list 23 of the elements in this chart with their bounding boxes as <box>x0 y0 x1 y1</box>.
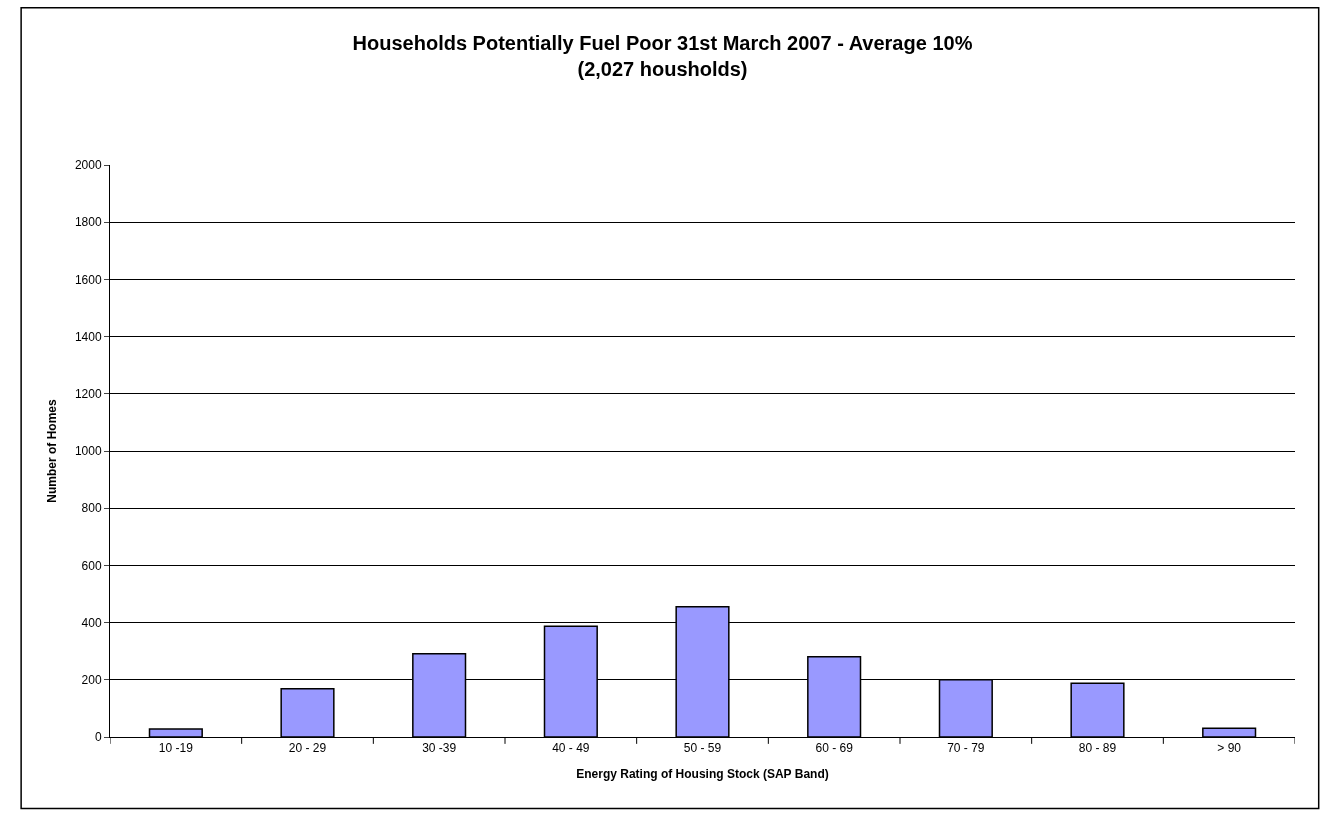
x-tick-label: 10 -19 <box>158 741 194 756</box>
x-tick-label: 30 -39 <box>422 741 457 756</box>
x-tick-label: 50 - 59 <box>683 741 722 756</box>
y-tick-label: 800 <box>81 501 102 516</box>
x-axis-title: Energy Rating of Housing Stock (SAP Band) <box>576 767 829 782</box>
x-tick-label: 20 - 29 <box>288 741 327 756</box>
y-tick-label: 1800 <box>74 215 102 230</box>
y-tick-label: 2000 <box>74 158 102 173</box>
y-axis-title: Number of Homes <box>45 399 60 503</box>
x-tick-label: 70 - 79 <box>947 741 985 756</box>
y-tick-label: 1400 <box>74 329 102 344</box>
y-tick-label: 1200 <box>74 387 102 401</box>
y-tick-label: 400 <box>81 615 102 630</box>
chart-title: Households Potentially Fuel Poor 31st March 2007 - Average 10% (2,027 housholds) <box>352 31 973 80</box>
y-tick-label: 1000 <box>74 444 102 459</box>
x-tick-label: > 90 <box>1217 741 1242 756</box>
y-tick-label: 200 <box>81 673 102 687</box>
y-tick-label: 0 <box>94 730 102 745</box>
x-tick-label: 40 - 49 <box>552 741 590 756</box>
y-tick-label: 1600 <box>74 272 102 287</box>
x-tick-label: 80 - 89 <box>1078 741 1117 756</box>
y-tick-label: 600 <box>81 558 102 573</box>
x-tick-label: 60 - 69 <box>815 741 854 756</box>
